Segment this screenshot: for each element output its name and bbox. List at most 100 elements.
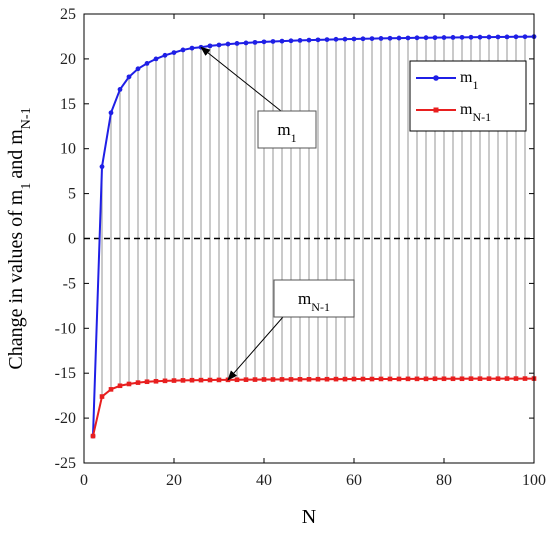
data-point <box>522 376 528 381</box>
data-point <box>387 35 393 41</box>
data-point <box>117 383 123 389</box>
annotation-label-main: m <box>277 120 290 139</box>
y-tick-label: 0 <box>68 231 76 248</box>
data-point <box>441 35 447 40</box>
x-tick-label: 60 <box>346 472 362 489</box>
y-tick-label: 25 <box>60 6 76 23</box>
x-tick-label: 40 <box>256 472 272 489</box>
y-tick-label: 10 <box>60 141 76 158</box>
y-tick-label: -5 <box>63 275 76 292</box>
data-point <box>459 376 465 382</box>
data-point <box>441 376 447 382</box>
data-point <box>270 377 276 382</box>
data-point <box>207 377 213 383</box>
data-point <box>342 36 348 42</box>
annotation-box <box>273 279 355 318</box>
annotation-label: m1 <box>277 120 296 145</box>
data-point <box>450 35 456 40</box>
data-point <box>108 387 114 392</box>
data-point <box>297 38 303 43</box>
y-label-part1: Change in values of m <box>5 189 27 369</box>
data-point <box>126 381 132 387</box>
legend-box <box>409 60 527 132</box>
data-point <box>279 38 285 44</box>
annotation-arrow <box>227 316 284 381</box>
y-label-sub2: N-1 <box>19 107 34 129</box>
data-point <box>306 37 312 43</box>
data-point <box>504 34 510 40</box>
x-tick-label: 0 <box>80 472 88 489</box>
data-point <box>135 380 141 385</box>
stem-lines <box>101 36 535 397</box>
y-tick-label: -15 <box>55 365 76 382</box>
data-point <box>207 43 213 49</box>
data-point <box>405 376 411 382</box>
data-point <box>234 377 240 383</box>
y-label-sub1: 1 <box>19 183 34 190</box>
data-point <box>351 376 357 382</box>
data-point <box>189 377 195 383</box>
data-point <box>297 377 303 382</box>
data-point <box>405 35 411 41</box>
annotation-label: mN-1 <box>298 289 330 314</box>
data-point <box>522 34 528 40</box>
x-tick-label: 20 <box>166 472 182 489</box>
data-point <box>477 34 483 40</box>
annotation-arrow <box>200 46 282 112</box>
series-m1 <box>90 34 537 439</box>
data-point <box>423 376 429 382</box>
legend: m1 mN-1 <box>409 60 527 132</box>
legend-label: mN-1 <box>460 101 491 124</box>
data-point <box>171 378 177 383</box>
legend-marker <box>433 75 439 81</box>
data-point <box>477 376 483 381</box>
legend-entry-mN-1: mN-1 <box>416 101 491 124</box>
data-point <box>279 377 285 382</box>
data-point <box>423 35 429 41</box>
data-point <box>432 35 438 41</box>
data-point <box>144 379 150 385</box>
data-point <box>486 376 492 381</box>
data-point <box>261 377 267 382</box>
legend-label: m1 <box>460 69 478 92</box>
annotation-box <box>257 110 317 149</box>
data-point <box>189 45 195 51</box>
data-point <box>99 164 105 170</box>
data-point <box>288 38 294 44</box>
annotation-m1: m1 <box>200 46 317 149</box>
data-point <box>324 37 330 42</box>
data-point <box>387 376 393 382</box>
axis-ticks: 0 20 40 60 80 100 -25 -20 -15 -10 -5 0 5 10 15 20 25 <box>55 6 546 489</box>
data-point <box>252 39 258 45</box>
data-point <box>270 39 276 44</box>
data-point <box>153 56 159 62</box>
data-point <box>216 42 222 48</box>
data-point <box>216 377 222 383</box>
data-point <box>90 433 96 439</box>
y-label-part2: and m <box>5 129 27 179</box>
series-mN-1 <box>90 376 537 439</box>
y-axis-label: Change in values of m1 and mN-1 <box>5 107 34 369</box>
data-point <box>333 36 339 42</box>
plot-frame <box>83 13 535 464</box>
data-point <box>234 41 240 46</box>
data-point <box>495 376 501 381</box>
data-point <box>459 34 465 40</box>
legend-marker <box>433 107 439 113</box>
data-point <box>351 36 357 42</box>
data-point <box>504 376 510 381</box>
data-point <box>513 34 519 40</box>
data-point <box>468 34 474 40</box>
annotation-mN-1: mN-1 <box>227 279 355 381</box>
annotation-label-sub: N-1 <box>311 300 330 314</box>
data-point <box>432 376 438 382</box>
annotation-label-main: m <box>298 289 311 308</box>
x-tick-label: 80 <box>436 472 452 489</box>
y-tick-label: -10 <box>55 320 76 337</box>
legend-label-sub: 1 <box>472 78 478 92</box>
y-tick-label: -20 <box>55 410 76 427</box>
annotation-label-sub: 1 <box>291 131 297 145</box>
series-line <box>92 377 534 437</box>
data-point <box>396 376 402 382</box>
